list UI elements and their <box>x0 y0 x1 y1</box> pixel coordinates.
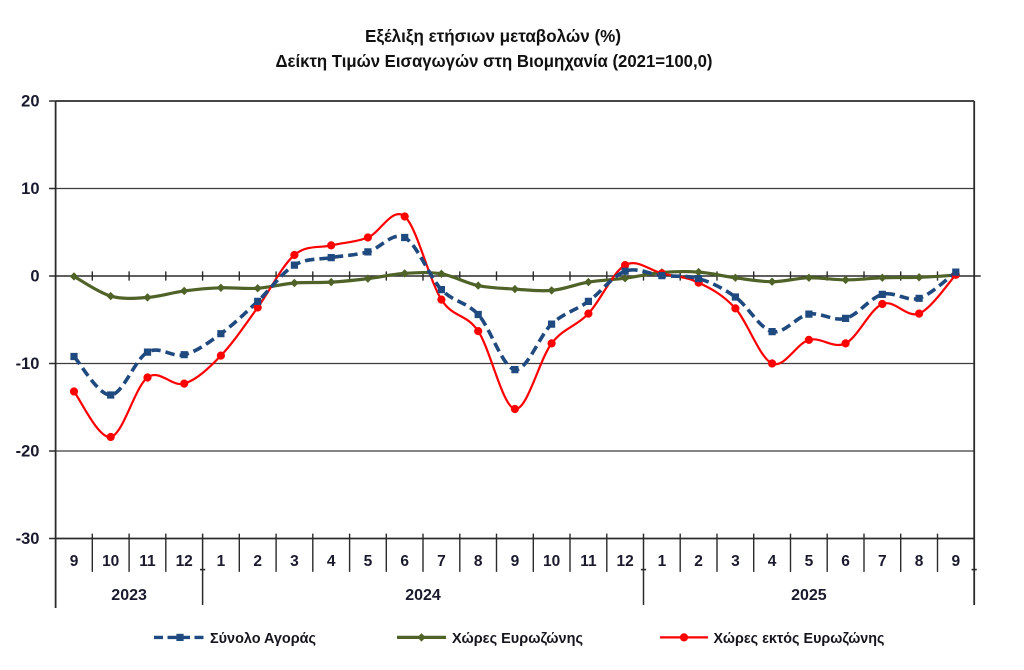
svg-text:9: 9 <box>70 553 79 570</box>
svg-text:1: 1 <box>658 553 667 570</box>
svg-text:10: 10 <box>21 180 39 198</box>
svg-text:5: 5 <box>364 553 373 570</box>
svg-text:3: 3 <box>731 553 740 570</box>
svg-text:Χώρες Ευρωζώνης: Χώρες Ευρωζώνης <box>452 630 583 647</box>
svg-text:2: 2 <box>694 553 703 570</box>
svg-text:4: 4 <box>327 553 336 570</box>
svg-text:12: 12 <box>616 553 633 570</box>
svg-text:9: 9 <box>951 553 960 570</box>
svg-text:4: 4 <box>768 553 777 570</box>
svg-text:6: 6 <box>841 553 850 570</box>
svg-text:Σύνολο Αγοράς: Σύνολο Αγοράς <box>210 630 316 647</box>
svg-text:6: 6 <box>400 553 409 570</box>
svg-text:2025: 2025 <box>791 587 827 604</box>
svg-text:3: 3 <box>290 553 299 570</box>
svg-text:2023: 2023 <box>111 587 147 604</box>
svg-text:-30: -30 <box>16 530 40 548</box>
svg-text:5: 5 <box>805 553 814 570</box>
svg-text:0: 0 <box>30 268 39 286</box>
svg-text:Δείκτη Τιμών Εισαγωγών στη Βιο: Δείκτη Τιμών Εισαγωγών στη Βιομηχανία (2… <box>276 51 713 71</box>
svg-text:1: 1 <box>217 553 226 570</box>
svg-text:7: 7 <box>878 553 887 570</box>
svg-text:12: 12 <box>176 553 193 570</box>
svg-text:-20: -20 <box>16 443 40 461</box>
svg-text:10: 10 <box>102 553 119 570</box>
svg-text:-10: -10 <box>16 355 40 373</box>
svg-text:11: 11 <box>139 553 156 570</box>
svg-text:2: 2 <box>253 553 262 570</box>
svg-text:7: 7 <box>437 553 446 570</box>
svg-text:8: 8 <box>915 553 924 570</box>
svg-text:10: 10 <box>543 553 560 570</box>
svg-text:11: 11 <box>580 553 597 570</box>
svg-text:9: 9 <box>511 553 520 570</box>
svg-text:2024: 2024 <box>405 587 441 604</box>
svg-text:Εξέλιξη ετήσιων μεταβολών (%): Εξέλιξη ετήσιων μεταβολών (%) <box>365 26 621 47</box>
svg-text:8: 8 <box>474 553 483 570</box>
svg-text:20: 20 <box>21 93 39 111</box>
svg-text:Χώρες εκτός Ευρωζώνης: Χώρες εκτός Ευρωζώνης <box>714 630 885 647</box>
